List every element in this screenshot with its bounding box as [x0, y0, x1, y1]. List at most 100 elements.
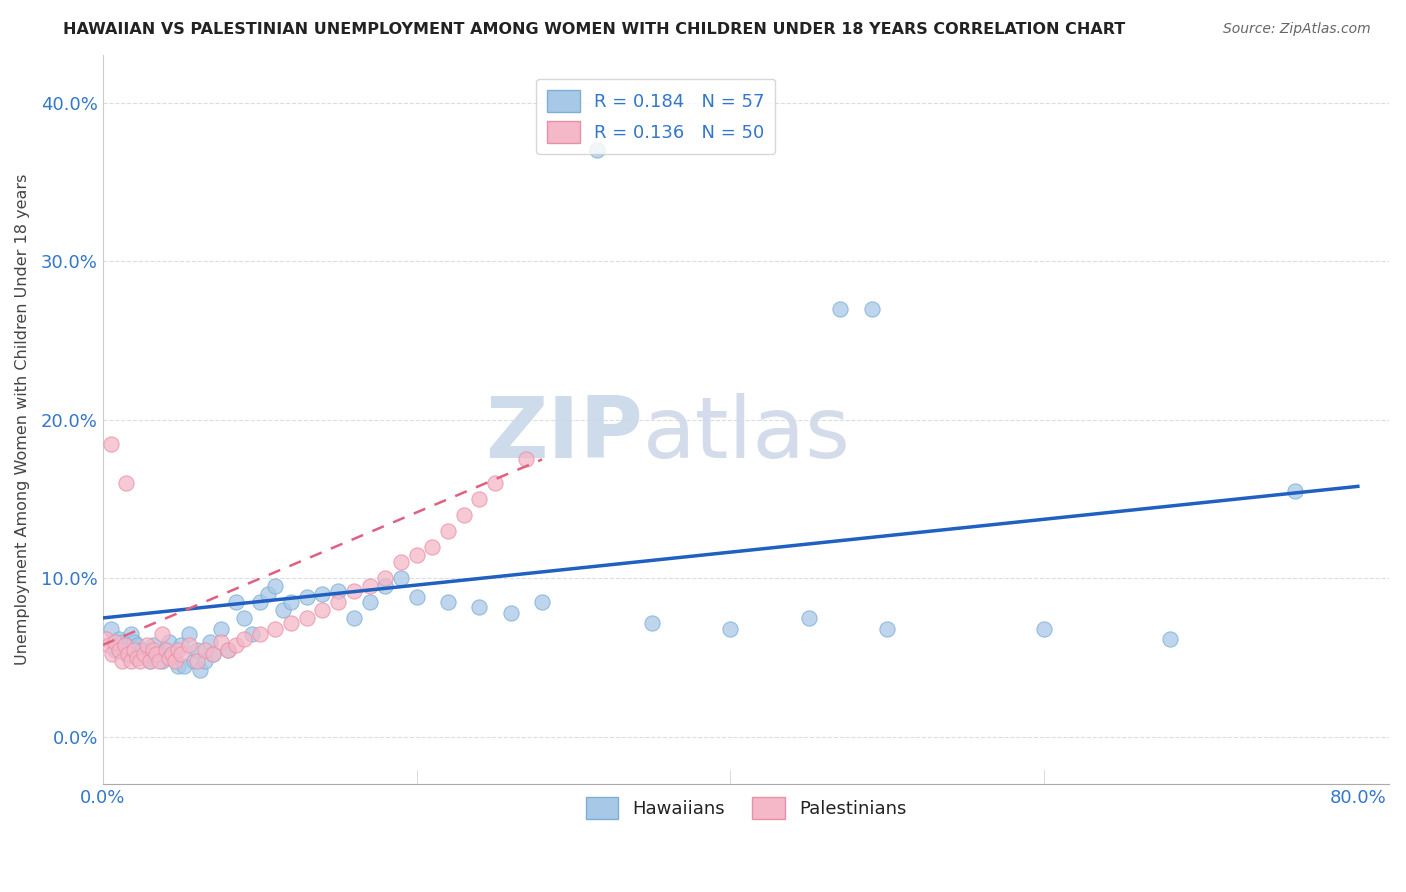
Point — [389, 556, 412, 570]
Point — [170, 638, 193, 652]
Text: Source: ZipAtlas.com: Source: ZipAtlas.com — [1223, 22, 1371, 37]
Point — [876, 622, 898, 636]
Point — [311, 603, 333, 617]
Point — [295, 591, 318, 605]
Point — [453, 508, 475, 522]
Point — [98, 638, 121, 652]
Point — [359, 579, 381, 593]
Point — [157, 650, 180, 665]
Point — [484, 476, 506, 491]
Point — [389, 571, 412, 585]
Text: atlas: atlas — [643, 392, 851, 475]
Point — [160, 648, 183, 662]
Point — [198, 634, 221, 648]
Legend: Hawaiians, Palestinians: Hawaiians, Palestinians — [578, 790, 914, 827]
Point — [163, 654, 186, 668]
Point — [201, 648, 224, 662]
Point — [295, 611, 318, 625]
Point — [249, 627, 271, 641]
Point — [860, 301, 883, 316]
Point — [217, 642, 239, 657]
Point — [797, 611, 820, 625]
Point — [104, 634, 127, 648]
Point — [179, 627, 201, 641]
Point — [183, 654, 205, 668]
Point — [468, 599, 491, 614]
Point — [1284, 484, 1306, 499]
Point — [405, 548, 427, 562]
Point — [155, 642, 177, 657]
Point — [328, 595, 350, 609]
Point — [499, 606, 522, 620]
Point — [256, 587, 278, 601]
Point — [131, 642, 153, 657]
Point — [641, 615, 664, 630]
Point — [100, 622, 122, 636]
Point — [139, 654, 162, 668]
Point — [201, 648, 224, 662]
Point — [311, 587, 333, 601]
Point — [135, 650, 157, 665]
Point — [120, 654, 142, 668]
Point — [343, 584, 366, 599]
Point — [104, 642, 127, 657]
Point — [194, 642, 217, 657]
Point — [225, 638, 247, 652]
Point — [420, 540, 443, 554]
Point — [343, 611, 366, 625]
Point — [217, 642, 239, 657]
Point — [100, 436, 122, 450]
Point — [94, 632, 117, 646]
Point — [1033, 622, 1056, 636]
Point — [437, 595, 460, 609]
Point — [155, 642, 177, 657]
Point — [264, 579, 287, 593]
Point — [515, 452, 537, 467]
Point — [111, 634, 134, 648]
Point — [437, 524, 460, 538]
Point — [209, 634, 232, 648]
Y-axis label: Unemployment Among Women with Children Under 18 years: Unemployment Among Women with Children U… — [15, 174, 30, 665]
Point — [142, 638, 165, 652]
Point — [101, 648, 124, 662]
Text: HAWAIIAN VS PALESTINIAN UNEMPLOYMENT AMONG WOMEN WITH CHILDREN UNDER 18 YEARS CO: HAWAIIAN VS PALESTINIAN UNEMPLOYMENT AMO… — [63, 22, 1126, 37]
Point — [194, 654, 217, 668]
Point — [148, 654, 170, 668]
Point — [374, 579, 396, 593]
Point — [188, 663, 211, 677]
Point — [167, 642, 190, 657]
Point — [468, 491, 491, 506]
Point — [1159, 632, 1181, 646]
Point — [146, 648, 169, 662]
Point — [173, 658, 195, 673]
Point — [280, 595, 302, 609]
Point — [145, 648, 167, 662]
Point — [405, 591, 427, 605]
Point — [233, 611, 256, 625]
Point — [152, 654, 174, 668]
Point — [186, 642, 208, 657]
Point — [120, 627, 142, 641]
Point — [280, 615, 302, 630]
Point — [115, 476, 138, 491]
Point — [359, 595, 381, 609]
Point — [129, 654, 152, 668]
Point — [107, 632, 129, 646]
Point — [718, 622, 741, 636]
Point — [117, 648, 139, 662]
Point — [264, 622, 287, 636]
Point — [162, 648, 184, 662]
Point — [107, 642, 129, 657]
Point — [531, 595, 554, 609]
Point — [157, 634, 180, 648]
Point — [233, 632, 256, 646]
Point — [830, 301, 852, 316]
Point — [114, 638, 136, 652]
Point — [374, 571, 396, 585]
Point — [271, 603, 294, 617]
Point — [167, 658, 190, 673]
Point — [127, 650, 149, 665]
Point — [111, 654, 134, 668]
Point — [179, 638, 201, 652]
Point — [240, 627, 263, 641]
